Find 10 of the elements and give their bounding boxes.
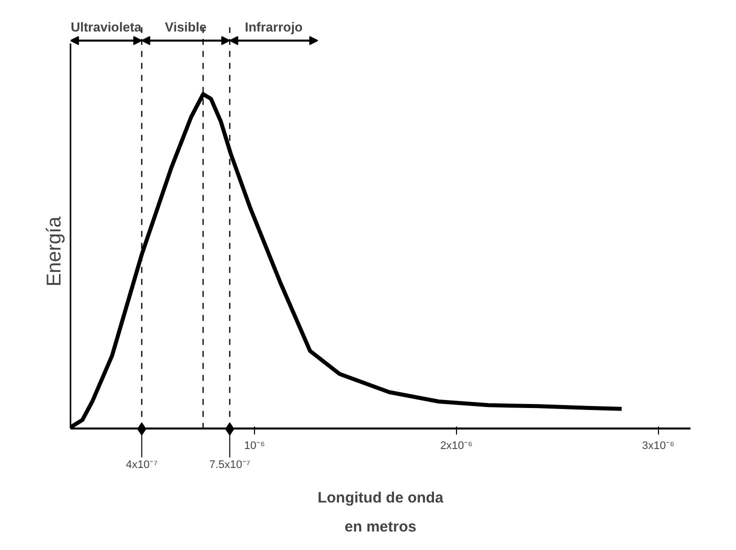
y-axis-title: Energía	[44, 216, 66, 287]
text: Ultravioleta	[70, 20, 142, 35]
ref-line-label: 7.5x10⁻⁷	[209, 459, 250, 472]
text: Visible	[164, 20, 207, 35]
text: Infrarrojo	[244, 20, 303, 35]
ref-line-label: 4x10⁻⁷	[126, 459, 158, 472]
x-tick-label: 10⁻⁶	[244, 440, 265, 452]
x-axis-title: Longitud de onda en metros	[318, 490, 444, 536]
x-tick-label: 3x10⁻⁶	[642, 440, 674, 452]
x-tick-label: 2x10⁻⁶	[440, 440, 473, 452]
